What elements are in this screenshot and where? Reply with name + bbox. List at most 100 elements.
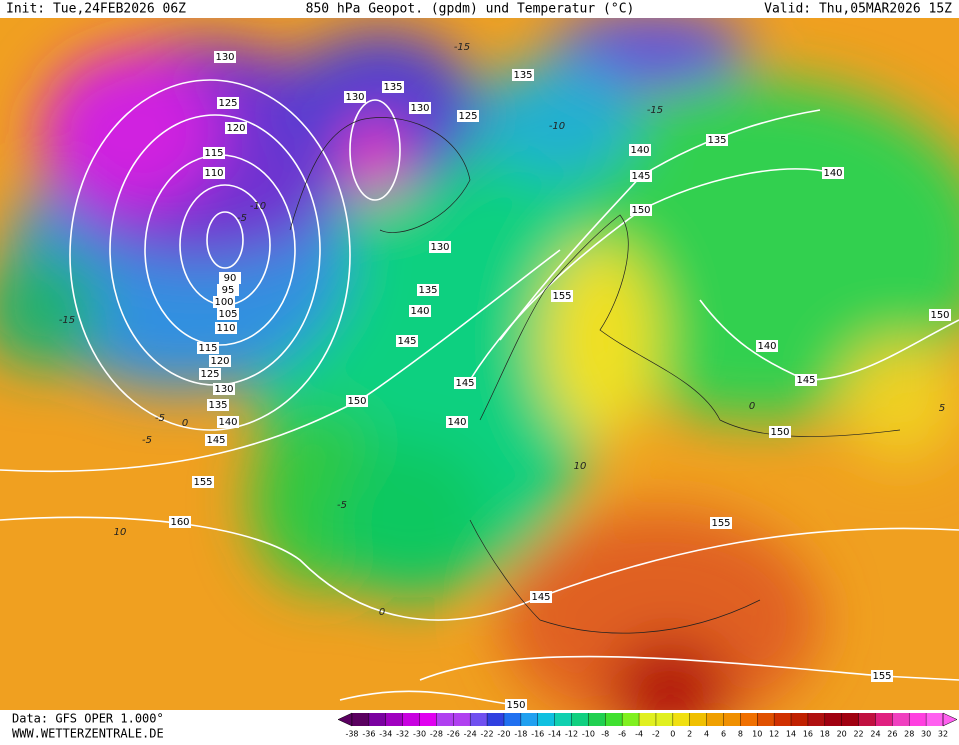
temperature-label: -5 <box>142 435 152 446</box>
geopotential-label: 155 <box>552 291 571 302</box>
colorbar-tick-label: -22 <box>481 730 494 739</box>
temperature-label: -15 <box>454 42 470 53</box>
label-box <box>203 147 225 159</box>
label-box <box>706 134 728 146</box>
label-box <box>457 110 479 122</box>
label-box <box>346 395 368 407</box>
colorbar-tick-label: -8 <box>601 730 609 739</box>
colorbar-bin <box>453 713 471 726</box>
colorbar-tick-label: -32 <box>396 730 409 739</box>
colorbar-bin <box>757 713 775 726</box>
colorbar-bin <box>672 713 691 726</box>
geopotential-label: 135 <box>208 400 227 411</box>
colorbar-bin <box>655 713 674 726</box>
label-box <box>871 670 893 682</box>
colorbar-arrow-left <box>337 712 353 727</box>
colorbar-tick-label: -20 <box>497 730 510 739</box>
colorbar-bin <box>740 713 758 726</box>
geopotential-label: 100 <box>214 297 233 308</box>
geopotential-label: 155 <box>193 477 212 488</box>
geopotential-label: 140 <box>410 306 429 317</box>
temperature-label: -5 <box>155 413 165 424</box>
valid-time: Valid: Thu,05MAR2026 15Z <box>764 2 952 17</box>
label-box <box>213 296 235 308</box>
label-box <box>382 81 404 93</box>
colorbar-tick-label: 20 <box>837 730 847 739</box>
geopotential-label: 140 <box>630 145 649 156</box>
geopotential-label: 135 <box>513 70 532 81</box>
temperature-label: -15 <box>647 105 663 116</box>
colorbar-bin <box>520 713 539 726</box>
colorbar-bin <box>402 713 421 726</box>
geopotential-label: 145 <box>397 336 416 347</box>
colorbar-tick-label: 6 <box>721 730 726 739</box>
colorbar-bin <box>807 713 826 726</box>
geopotential-label: 150 <box>930 310 949 321</box>
colorbar-bin <box>470 713 488 726</box>
colorbar-tick-label: -4 <box>635 730 643 739</box>
label-box <box>429 241 451 253</box>
colorbar-tick-label: 26 <box>887 730 897 739</box>
label-box <box>822 167 844 179</box>
geopotential-label: 145 <box>531 592 550 603</box>
temperature-label: 0 <box>749 401 755 412</box>
label-box <box>630 204 652 216</box>
colorbar-bin <box>824 713 843 726</box>
label-box <box>929 309 951 321</box>
label-box <box>710 517 732 529</box>
colorbar-tick-label: -18 <box>514 730 527 739</box>
colorbar-bin <box>537 713 556 726</box>
colorbar-bin <box>639 713 657 726</box>
temperature-label: -5 <box>337 500 347 511</box>
geopotential-label: 90 <box>224 273 237 284</box>
temperature-label: -5 <box>237 213 247 224</box>
colorbar-tick-label: 8 <box>738 730 743 739</box>
colorbar-bin <box>419 713 437 726</box>
geopotential-label: 135 <box>707 135 726 146</box>
contour-labels: 1301251201151109095100105110115120125130… <box>59 42 951 711</box>
geopotential-label: 140 <box>218 417 237 428</box>
label-box <box>225 122 247 134</box>
label-box <box>199 368 221 380</box>
colorbar-bin <box>368 713 387 726</box>
geopotential-label: 115 <box>198 343 217 354</box>
colorbar-bin <box>791 713 809 726</box>
label-box <box>203 167 225 179</box>
geopotential-label: 140 <box>447 417 466 428</box>
geopotential-label: 120 <box>226 123 245 134</box>
label-box <box>505 699 527 711</box>
geopotential-label: 145 <box>206 435 225 446</box>
colorbar-tick-label: -26 <box>447 730 460 739</box>
colorbar-bin <box>689 713 708 726</box>
colorbar-tick-label: 30 <box>921 730 931 739</box>
temperature-label: 0 <box>379 607 385 618</box>
geopotential-label: 130 <box>214 384 233 395</box>
label-box <box>446 416 468 428</box>
geopotential-label: 150 <box>631 205 650 216</box>
colorbar-tick-label: -30 <box>413 730 426 739</box>
colorbar-tick-label: -2 <box>652 730 660 739</box>
geopotential-label: 130 <box>345 92 364 103</box>
colorbar-tick-label: -38 <box>345 730 358 739</box>
label-box <box>551 290 573 302</box>
colorbar-bin <box>926 713 944 726</box>
label-box <box>217 284 239 296</box>
colorbar-tick-label: 24 <box>870 730 880 739</box>
label-box <box>409 102 431 114</box>
temperature-label: 10 <box>574 461 587 472</box>
label-box <box>769 426 791 438</box>
colorbar-tick-label: 28 <box>904 730 914 739</box>
label-box <box>217 97 239 109</box>
label-box <box>219 272 241 284</box>
label-box <box>795 374 817 386</box>
geopotential-label: 150 <box>347 396 366 407</box>
geopotential-label: 145 <box>796 375 815 386</box>
label-box <box>217 416 239 428</box>
label-box <box>215 322 237 334</box>
colorbar-bin <box>774 713 792 726</box>
geopotential-label: 140 <box>757 341 776 352</box>
temperature-label: 5 <box>939 403 945 414</box>
geopotential-label: 130 <box>410 103 429 114</box>
label-box <box>209 355 231 367</box>
colorbar-bin <box>588 713 606 726</box>
